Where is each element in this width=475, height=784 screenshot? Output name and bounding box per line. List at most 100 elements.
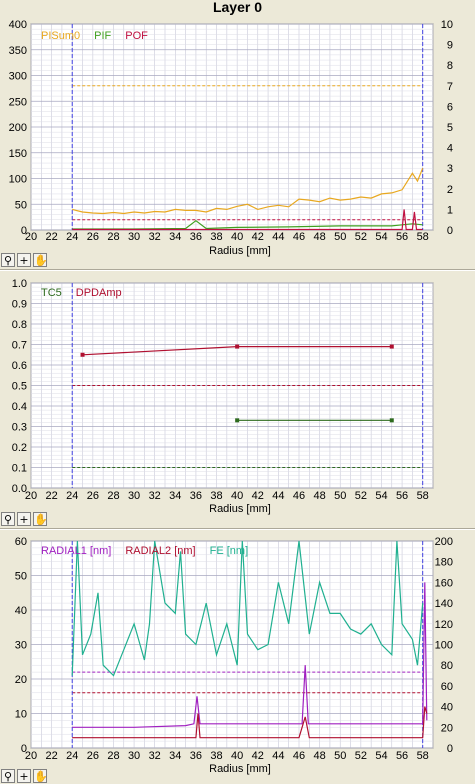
x-tick-label: 44 [272, 231, 284, 243]
x-tick-label: 42 [252, 750, 264, 762]
x-tick-label: 36 [190, 231, 202, 243]
data-point [235, 344, 240, 349]
legend-entry: TC5 [41, 287, 62, 299]
x-tick-label: 28 [107, 231, 119, 243]
y-tick-label-left: 0.1 [12, 463, 27, 475]
y-tick-label-right: 4 [447, 143, 453, 155]
x-tick-label: 34 [169, 231, 181, 243]
x-tick-label: 50 [334, 490, 346, 502]
x-tick-label: 40 [231, 231, 243, 243]
x-tick-label: 52 [355, 490, 367, 502]
y-tick-label-right: 140 [435, 598, 453, 610]
x-tick-label: 58 [417, 750, 429, 762]
legend-entry: FE [nm] [210, 545, 249, 557]
x-tick-label: 22 [45, 750, 57, 762]
y-tick-label-left: 0.6 [12, 360, 27, 372]
hand-icon[interactable]: ✋ [33, 253, 48, 267]
y-tick-label-left: 0.0 [12, 483, 27, 495]
x-tick-label: 30 [128, 750, 140, 762]
zoom-icon[interactable]: ⚲ [1, 769, 15, 783]
y-tick-label-left: 300 [9, 71, 27, 83]
y-tick-label-right: 160 [435, 577, 453, 589]
x-tick-label: 26 [87, 750, 99, 762]
y-tick-label-right: 60 [441, 681, 453, 693]
x-tick-label: 56 [396, 490, 408, 502]
x-axis-label: Radius [mm] [209, 763, 271, 775]
zoom-icon[interactable]: ⚲ [1, 253, 15, 267]
chart-2-toolbar: ⚲ + ✋ [1, 511, 61, 527]
y-tick-label-right: 20 [441, 722, 453, 734]
x-tick-label: 24 [66, 490, 78, 502]
y-tick-label-right: 8 [447, 60, 453, 72]
crosshair-icon[interactable]: + [17, 512, 31, 526]
x-tick-label: 24 [66, 231, 78, 243]
y-tick-label-right: 10 [441, 19, 453, 31]
data-point [235, 418, 240, 423]
y-tick-label-left: 350 [9, 45, 27, 57]
crosshair-icon[interactable]: + [17, 253, 31, 267]
panel-separator [0, 528, 475, 530]
x-tick-label: 44 [272, 750, 284, 762]
x-tick-label: 38 [210, 231, 222, 243]
x-tick-label: 34 [169, 490, 181, 502]
x-tick-label: 34 [169, 750, 181, 762]
legend-entry: RADIAL1 [nm] [41, 545, 111, 557]
x-tick-label: 20 [25, 231, 37, 243]
series-line [72, 209, 423, 231]
y-tick-label-left: 0.3 [12, 422, 27, 434]
y-tick-label-right: 3 [447, 163, 453, 175]
x-tick-label: 48 [313, 750, 325, 762]
x-tick-label: 28 [107, 750, 119, 762]
y-tick-label-right: 9 [447, 40, 453, 52]
x-tick-label: 50 [334, 750, 346, 762]
crosshair-icon[interactable]: + [17, 769, 31, 783]
y-tick-label-left: 250 [9, 96, 27, 108]
x-tick-label: 40 [231, 750, 243, 762]
x-tick-label: 30 [128, 231, 140, 243]
series-line [71, 540, 424, 677]
x-tick-label: 52 [355, 231, 367, 243]
y-tick-label-left: 400 [9, 19, 27, 31]
legend-entry: POF [125, 30, 148, 42]
y-tick-label-left: 0 [21, 225, 27, 237]
x-tick-label: 26 [87, 231, 99, 243]
chart-2-svg[interactable]: 0.0 0.1 0.2 0.3 0.4 0.5 0.6 0.7 0.8 0.9 1.0 20 22 24 2… [0, 271, 475, 528]
x-tick-label: 20 [25, 750, 37, 762]
x-tick-label: 54 [375, 490, 387, 502]
x-tick-label: 38 [210, 490, 222, 502]
x-tick-label: 48 [313, 490, 325, 502]
x-tick-label: 32 [149, 490, 161, 502]
x-tick-label: 56 [396, 231, 408, 243]
zoom-icon[interactable]: ⚲ [1, 512, 15, 526]
y-tick-label-right: 7 [447, 81, 453, 93]
chart-1-toolbar: ⚲ + ✋ [1, 252, 61, 268]
x-tick-label: 28 [107, 490, 119, 502]
chart-3-svg[interactable]: 0102030405060020406080100120140160180200… [0, 530, 475, 784]
legend-entry: DPDAmp [76, 287, 122, 299]
y-tick-label-right: 40 [441, 702, 453, 714]
y-tick-label-left: 150 [9, 148, 27, 160]
x-tick-label: 48 [313, 231, 325, 243]
x-tick-label: 44 [272, 490, 284, 502]
x-tick-label: 46 [293, 231, 305, 243]
x-tick-label: 24 [66, 750, 78, 762]
y-tick-label-right: 1 [447, 204, 453, 216]
y-tick-label-right: 100 [435, 640, 453, 652]
x-tick-label: 32 [149, 750, 161, 762]
x-tick-label: 52 [355, 750, 367, 762]
hand-icon[interactable]: ✋ [33, 769, 48, 783]
x-tick-label: 36 [190, 490, 202, 502]
x-tick-label: 46 [293, 750, 305, 762]
x-tick-label: 22 [45, 231, 57, 243]
y-tick-label-right: 80 [441, 660, 453, 672]
hand-icon[interactable]: ✋ [33, 512, 48, 526]
y-tick-label-left: 20 [15, 674, 27, 686]
x-axis-label: Radius [mm] [209, 503, 271, 515]
data-point [80, 352, 85, 357]
y-tick-label-left: 60 [15, 536, 27, 548]
x-tick-label: 56 [396, 750, 408, 762]
y-tick-label-right: 5 [447, 122, 453, 134]
x-tick-label: 32 [149, 231, 161, 243]
legend-entry: PISum0 [41, 30, 80, 42]
